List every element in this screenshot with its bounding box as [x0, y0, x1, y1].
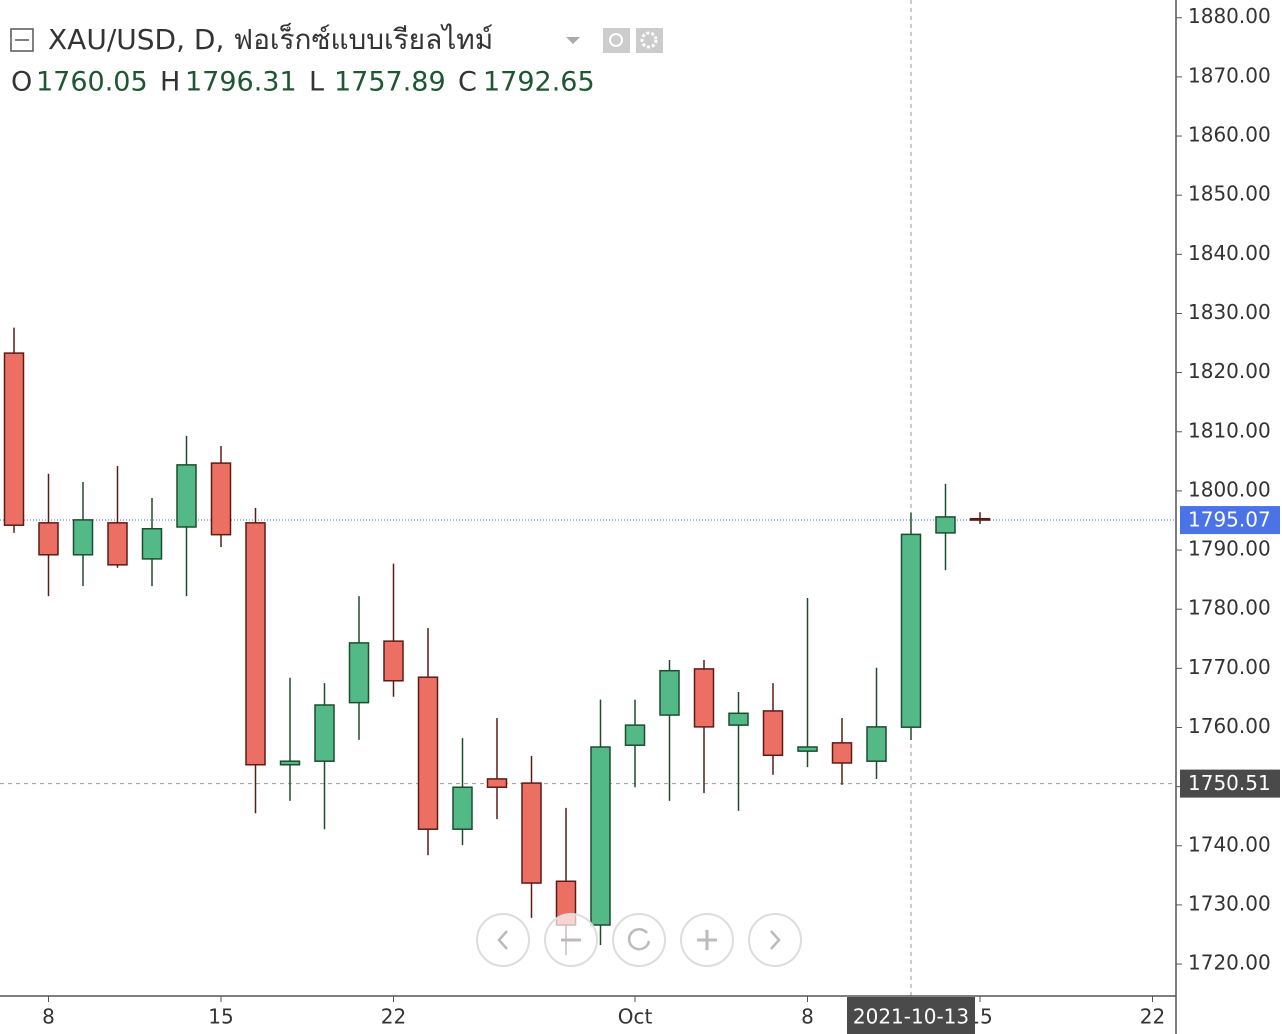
settings-icon[interactable]	[636, 28, 663, 53]
ohlc-label: H	[160, 67, 180, 98]
navigation-buttons	[476, 913, 802, 967]
header: XAU/USD, D, ฟอเร็กซ์แบบเรียลไทม์ O 1760.0…	[10, 22, 663, 98]
y-tick-label: 1770.00	[1188, 655, 1271, 679]
y-tick-label: 1790.00	[1188, 537, 1271, 561]
candle-body	[314, 704, 335, 762]
candle-body	[348, 642, 370, 704]
x-tick-label: 8	[801, 1005, 814, 1029]
scroll-right-button[interactable]	[748, 913, 802, 967]
y-tick-label: 1870.00	[1188, 63, 1271, 87]
y-tick-label: 1860.00	[1188, 123, 1271, 147]
candle-body	[797, 746, 818, 752]
last-price-label: 1795.07	[1188, 508, 1271, 532]
y-tick-label: 1800.00	[1188, 477, 1271, 501]
candle-body	[383, 640, 404, 682]
candle-body	[762, 710, 784, 757]
candle-body	[659, 669, 680, 716]
y-tick-label: 1740.00	[1188, 832, 1271, 856]
scroll-left-button[interactable]	[476, 913, 530, 967]
candle-body	[693, 668, 715, 728]
ohlc-value: 1757.89	[334, 67, 446, 98]
ohlc-label: C	[458, 67, 477, 98]
eye-icon[interactable]	[603, 28, 630, 53]
y-tick-label: 1760.00	[1188, 714, 1271, 738]
candle-body	[452, 786, 473, 830]
y-tick-label: 1830.00	[1188, 300, 1271, 324]
candle-body	[245, 522, 266, 766]
candle-body	[417, 676, 439, 830]
scroll-left-icon	[497, 930, 508, 950]
ohlc-value: 1796.31	[185, 67, 297, 98]
symbol-title: XAU/USD, D, ฟอเร็กซ์แบบเรียลไทม์	[48, 22, 493, 56]
overlay: 1795.07 1750.51 2021-10-13	[847, 506, 1280, 1034]
ohlc-legend: O 1760.05 H 1796.31 L 1757.89 C 1792.65	[11, 67, 595, 98]
y-tick-label: 1850.00	[1188, 182, 1271, 206]
crosshair-price-label: 1750.51	[1188, 771, 1271, 795]
ohlc-label: L	[309, 67, 324, 98]
candle-body	[728, 712, 749, 726]
x-tick-label: 15	[208, 1005, 233, 1029]
y-tick-label: 1880.00	[1188, 4, 1271, 28]
settings-icon-gear	[640, 31, 658, 49]
candle-body	[935, 516, 956, 534]
scroll-right-icon	[770, 930, 781, 950]
x-tick-label: 8	[42, 1005, 55, 1029]
ohlc-value: 1760.05	[36, 67, 148, 98]
candle-body	[107, 522, 128, 566]
crosshair-date-label: 2021-10-13	[853, 1005, 969, 1029]
x-tick-label: Oct	[618, 1005, 653, 1029]
y-tick-label: 1840.00	[1188, 241, 1271, 265]
candle-body	[176, 464, 197, 528]
axes: 1720.001730.001740.001750.001760.001770.…	[42, 4, 1271, 1028]
x-tick-label: 22	[1140, 1005, 1165, 1029]
candle-body	[969, 517, 991, 521]
candle-body	[590, 746, 611, 926]
candle-body	[831, 742, 853, 764]
eye-icon-pupil	[609, 33, 623, 47]
reset-button[interactable]	[612, 913, 666, 967]
candle-body	[866, 726, 887, 762]
y-tick-label: 1780.00	[1188, 596, 1271, 620]
zoom-in-icon	[697, 930, 717, 950]
y-tick-label: 1720.00	[1188, 951, 1271, 975]
ohlc-value: 1792.65	[483, 67, 595, 98]
candle-body	[38, 522, 59, 556]
x-tick-label: 22	[381, 1005, 406, 1029]
y-tick-label: 1820.00	[1188, 359, 1271, 383]
reset-icon	[627, 928, 651, 951]
candle-body	[141, 528, 163, 560]
y-tick-label: 1810.00	[1188, 418, 1271, 442]
candle-body	[900, 533, 922, 728]
plot-area	[0, 0, 1176, 996]
crosshair-price-box	[1180, 769, 1280, 798]
crosshair-date-box	[847, 997, 975, 1034]
last-price-box	[1180, 506, 1280, 535]
collapse-icon[interactable]	[10, 28, 34, 52]
candle-body	[3, 352, 25, 526]
candle-body	[624, 724, 646, 746]
candle-body	[279, 760, 301, 766]
ohlc-label: O	[11, 67, 32, 98]
candle-body	[72, 519, 94, 556]
candle-body	[210, 462, 232, 536]
candle-body	[521, 782, 542, 884]
y-tick-label: 1730.00	[1188, 891, 1271, 915]
dropdown-arrow[interactable]	[566, 37, 580, 44]
candle-body	[486, 778, 508, 788]
